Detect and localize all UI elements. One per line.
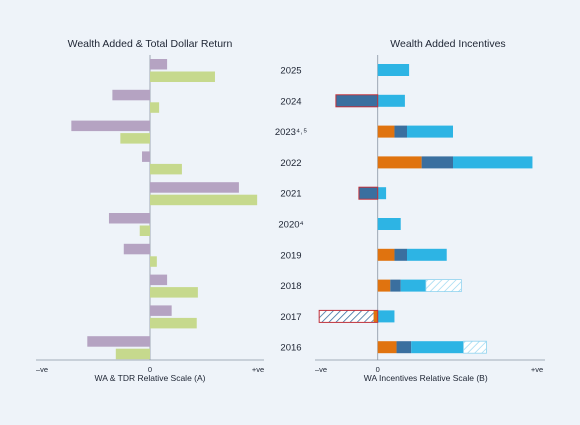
- bar-a-2021-series-2: [150, 194, 258, 206]
- bar-b-3-series-2: [421, 156, 453, 169]
- bar-b-1-negative-outline: [335, 94, 379, 108]
- category-label-8: 2017: [280, 312, 301, 323]
- bar-b-2-series-3: [407, 125, 453, 138]
- chart-b-tick-zero: 0: [376, 365, 380, 374]
- bar-b-1-series-3: [377, 94, 405, 107]
- bar-b-7-series-3: [400, 279, 426, 292]
- bar-a-2017-series-2: [150, 317, 197, 329]
- bar-b-7-series-2: [390, 279, 401, 292]
- category-label-4: 2021: [280, 189, 301, 200]
- bar-b-4-series-3: [377, 187, 387, 200]
- bar-b-8-series-1: [373, 310, 378, 323]
- bar-b-8-series-2: [319, 310, 374, 323]
- bar-b-7-series-4: [425, 279, 462, 293]
- bar-b-4-negative-outline: [358, 186, 379, 200]
- bar-b-7-series-1: [377, 279, 391, 292]
- bar-b-9-series-3: [411, 341, 464, 354]
- chart-b-title: Wealth Added Incentives: [390, 38, 505, 50]
- bar-a-2016-series-2: [115, 348, 150, 360]
- bar-b-6-series-1: [377, 248, 395, 261]
- bar-a-2025-series-2: [150, 71, 215, 82]
- category-label-5: 2020⁴: [278, 220, 303, 231]
- chart-b-tick-positive: +ve: [531, 365, 543, 374]
- bar-b-3-series-1: [377, 156, 422, 169]
- bar-a-2017-series-1: [150, 305, 172, 316]
- bar-b-9-series-4: [463, 340, 487, 354]
- bar-b-9-series-2: [396, 341, 412, 354]
- bar-a-2016-series-1: [87, 336, 150, 347]
- bar-b-2-series-2: [394, 125, 407, 138]
- chart-a-x-label: WA & TDR Relative Scale (A): [94, 373, 205, 383]
- wealth-added-incentives-chart: Wealth Added Incentives 2025 2024 2023⁴˒⁵ 20…: [275, 38, 545, 383]
- bar-a-2024-series-1: [112, 89, 150, 101]
- bar-a-2022-series-1: [142, 151, 150, 162]
- bar-a-2020-series-2: [139, 225, 150, 236]
- category-label-1: 2024: [280, 96, 301, 107]
- category-label-7: 2018: [280, 281, 301, 292]
- bar-b-8-negative-outline: [318, 309, 379, 323]
- bar-a-2019-series-2: [150, 256, 157, 267]
- category-label-6: 2019: [280, 250, 301, 261]
- bar-a-2019-series-1: [123, 243, 150, 255]
- bar-b-3-series-3: [453, 156, 533, 169]
- category-label-2: 2023⁴˒⁵: [275, 127, 307, 138]
- bar-b-0-series-3: [377, 64, 410, 76]
- bar-b-5-series-3: [377, 218, 401, 230]
- bar-a-2018-series-1: [150, 274, 168, 286]
- bar-b-6-series-2: [394, 248, 407, 261]
- bar-b-8-series-3: [377, 310, 395, 323]
- category-label-0: 2025: [280, 66, 301, 77]
- bar-a-2024-series-2: [150, 102, 160, 113]
- bar-a-2025-series-1: [150, 59, 168, 70]
- chart-b-tick-negative: –ve: [315, 365, 327, 374]
- bar-a-2022-series-2: [150, 163, 182, 175]
- chart-b-x-label: WA Incentives Relative Scale (B): [364, 373, 488, 383]
- bar-a-2023-series-1: [71, 120, 150, 132]
- bar-b-1-series-2: [335, 94, 378, 107]
- bar-a-2020-series-1: [108, 213, 150, 224]
- chart-a-tick-zero: 0: [148, 365, 152, 374]
- bar-a-2021-series-1: [150, 182, 239, 193]
- wealth-added-tdr-chart: Wealth Added & Total Dollar Return –ve 0 +v…: [36, 38, 264, 383]
- bar-a-2023-series-2: [120, 133, 150, 144]
- chart-a-tick-negative: –ve: [36, 365, 48, 374]
- category-label-3: 2022: [280, 158, 301, 169]
- chart-a-tick-positive: +ve: [252, 365, 264, 374]
- bar-b-9-series-1: [377, 341, 397, 354]
- bar-b-2-series-1: [377, 125, 395, 138]
- bar-a-2018-series-2: [150, 287, 198, 298]
- bar-b-6-series-3: [407, 248, 447, 261]
- bar-b-4-series-2: [358, 187, 378, 200]
- chart-a-title: Wealth Added & Total Dollar Return: [68, 38, 233, 50]
- category-label-9: 2016: [280, 343, 301, 354]
